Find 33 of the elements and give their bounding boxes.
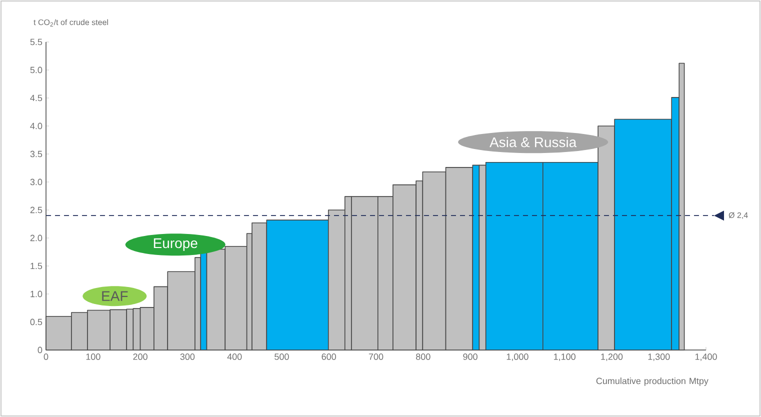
y-tick-label: 0: [38, 346, 42, 354]
y-tick-label: 4.5: [30, 94, 42, 102]
x-tick-label: 1,100: [554, 354, 576, 361]
x-tick-label: 500: [274, 354, 289, 360]
y-tick-label: 5.0: [30, 66, 42, 74]
x-tick-label: 400: [227, 354, 242, 360]
annotation: EAF: [102, 291, 128, 301]
x-axis-title: Cumulative production Mtpy: [596, 378, 708, 386]
y-tick-label: 5.5: [30, 38, 42, 46]
x-tick-label: 1,300: [648, 354, 670, 361]
x-tick-label: 600: [322, 354, 336, 360]
y-tick-label: 3.5: [30, 150, 42, 158]
x-tick-label: 300: [180, 354, 195, 360]
y-tick-label: 0.5: [30, 318, 42, 326]
y-axis-title: t CO$_{2}$/t of crude steel: [34, 19, 108, 26]
x-tick-label: 1,200: [601, 354, 623, 361]
x-tick-label: 1,000: [506, 354, 528, 361]
annotation: Europe: [154, 238, 198, 251]
y-tick-label: 4.0: [30, 122, 42, 130]
y-tick-label: 2.5: [30, 206, 42, 214]
x-tick-label: 1,400: [695, 354, 717, 361]
x-tick-label: 100: [86, 354, 100, 360]
x-tick-label: 0: [44, 354, 48, 360]
y-tick-label: 2.0: [30, 234, 42, 242]
x-tick-label: 200: [133, 354, 148, 360]
x-tick-label: 800: [416, 354, 430, 360]
x-tick-label: 900: [463, 354, 478, 360]
y-tick-label: 1.5: [30, 262, 42, 270]
ref-line-label: Ø 2,4: [728, 212, 748, 219]
y-tick-label: 1.0: [30, 290, 42, 298]
x-tick-label: 700: [368, 354, 384, 360]
y-tick-label: 3.0: [30, 178, 42, 186]
annotation: Asia & Russia: [490, 136, 577, 148]
